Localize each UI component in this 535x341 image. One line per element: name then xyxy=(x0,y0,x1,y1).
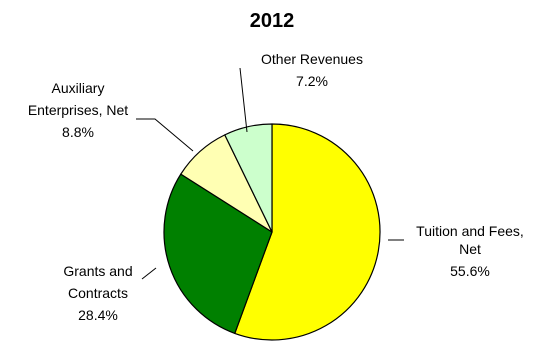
slice-label-grants-pct: 28.4% xyxy=(78,307,118,323)
slice-label-tuition-pct: 55.6% xyxy=(450,263,490,279)
chart-title: 2012 xyxy=(250,10,295,32)
slice-labels: Tuition and Fees, Net 55.6% Grants and Contr… xyxy=(28,51,524,323)
slice-label-tuition-line-2: Net xyxy=(459,241,481,257)
slice-label-auxiliary-pct: 8.8% xyxy=(62,124,94,140)
slice-label-grants-line-2: Contracts xyxy=(68,285,128,301)
slice-label-other-line-1: Other Revenues xyxy=(261,51,363,67)
slice-label-tuition-line-1: Tuition and Fees, xyxy=(416,223,524,239)
leader-lines xyxy=(136,67,404,280)
slice-label-auxiliary-line-1: Auxiliary xyxy=(52,80,105,96)
slice-label-grants-line-1: Grants and xyxy=(63,263,132,279)
slice-label-other-pct: 7.2% xyxy=(296,73,328,89)
leader-line-grants xyxy=(141,267,157,280)
slice-label-auxiliary-line-2: Enterprises, Net xyxy=(28,102,128,118)
pie-slice-tuition xyxy=(234,123,381,341)
pie-slice-grants xyxy=(163,173,273,334)
pie-slice-other xyxy=(224,123,273,233)
leader-line-other xyxy=(239,67,248,133)
leader-line-auxiliary xyxy=(136,118,194,152)
pie-slices xyxy=(163,123,381,341)
